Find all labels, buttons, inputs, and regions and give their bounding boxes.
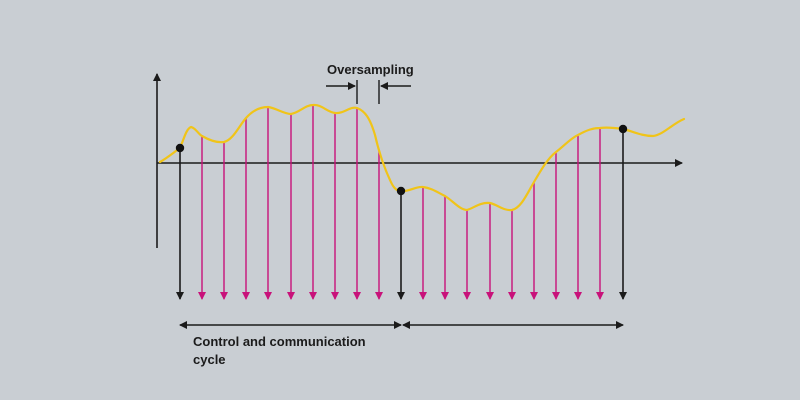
oversampling-arrows <box>198 105 604 300</box>
sample-point <box>396 186 406 196</box>
signal-curve <box>158 103 686 212</box>
cycle-label-line2: cycle <box>193 352 226 367</box>
sample-points <box>175 124 628 196</box>
oversampling-label: Oversampling <box>327 62 414 77</box>
sample-point <box>175 143 185 153</box>
sample-point <box>618 124 628 134</box>
cycle-sample-arrows <box>176 129 627 300</box>
cycle-label: Control and communication cycle <box>193 333 366 369</box>
oversampling-bracket <box>326 80 411 104</box>
cycle-label-line1: Control and communication <box>193 334 366 349</box>
